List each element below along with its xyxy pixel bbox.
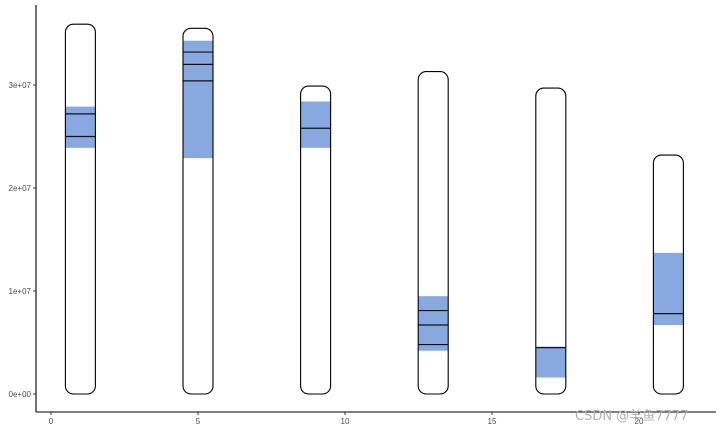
chromosome-17	[535, 87, 567, 395]
highlight-band	[300, 101, 331, 148]
chromosome-body	[300, 86, 331, 394]
x-tick-label: 0	[49, 417, 54, 426]
chromosome-1	[64, 23, 96, 395]
chromosome-outline	[417, 71, 449, 395]
chromosome-5	[182, 27, 214, 395]
chromosome-21	[652, 154, 684, 395]
chromosome-13	[417, 71, 449, 395]
chromosome-outline	[652, 154, 684, 395]
y-axis: 0e+00 1e+07 2e+07 3e+07	[9, 5, 37, 412]
chromosome-body	[183, 28, 213, 394]
x-tick-label: 5	[196, 417, 201, 426]
y-tick-label: 1e+07	[9, 287, 32, 296]
chromosome-body	[653, 155, 684, 394]
x-tick-label: 15	[488, 417, 497, 426]
y-tick-label: 2e+07	[9, 184, 32, 193]
chromosome-outline	[535, 87, 567, 395]
x-tick-label: 20	[635, 417, 644, 426]
chromosome-body	[65, 24, 96, 394]
chromosome-body	[535, 88, 566, 394]
highlight-band	[65, 106, 96, 148]
x-axis: 0 5 10 15 20	[36, 411, 716, 426]
x-tick-label: 10	[341, 417, 350, 426]
highlight-band	[653, 252, 684, 325]
chromosome-outline	[182, 27, 214, 395]
highlight-band	[535, 346, 566, 378]
highlight-band	[418, 296, 449, 351]
chromosome-outline	[300, 85, 332, 395]
chromosome-body	[418, 71, 449, 395]
chromosome-9	[300, 85, 332, 395]
watermark: CSDN @羊鱼7777	[575, 409, 689, 424]
y-tick-label: 0e+00	[9, 390, 32, 399]
chromosome-outline	[64, 23, 96, 395]
chromosome-fill	[65, 24, 96, 394]
plot-area	[64, 23, 684, 395]
highlight-band	[183, 40, 213, 159]
chromosome-fill	[535, 88, 566, 394]
y-tick-label: 3e+07	[9, 81, 32, 90]
